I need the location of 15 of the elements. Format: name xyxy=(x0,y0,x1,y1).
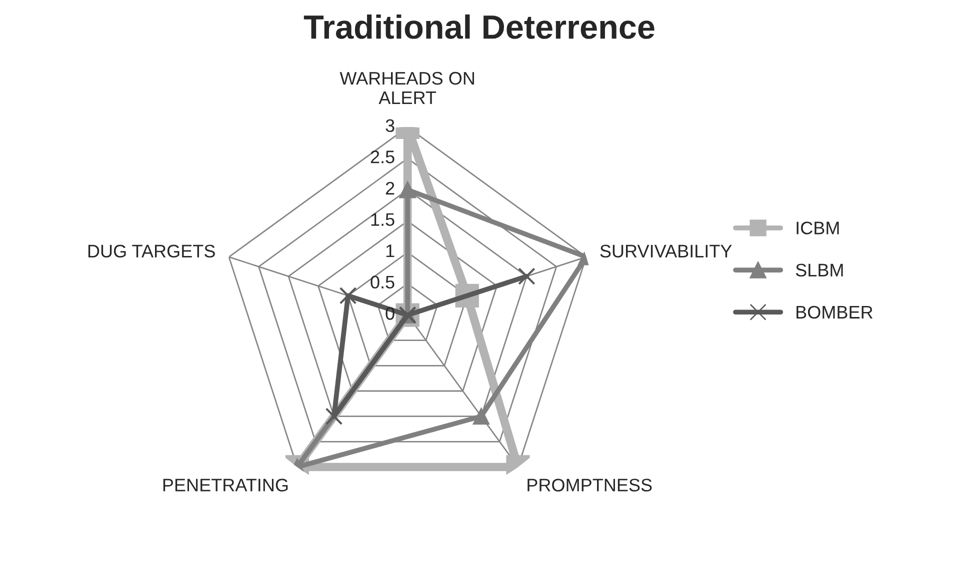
y-tick-label: 2 xyxy=(386,182,394,194)
y-tick-label: 1 xyxy=(386,244,394,258)
spoke-label: SURVIVABILITY xyxy=(600,244,732,258)
spoke-label: WARHEADS ON ALERT xyxy=(340,72,474,104)
y-tick-label: 2.5 xyxy=(370,150,394,164)
spoke-label: PROMPTNESS xyxy=(528,478,652,492)
y-tick-label: 3 xyxy=(386,119,394,132)
y-tick-label: 0.5 xyxy=(370,276,394,289)
spoke-label: DUG TARGETS xyxy=(88,244,215,258)
chart-title: Traditional Deterrence xyxy=(304,14,654,39)
legend-label: BOMBER xyxy=(796,306,872,319)
legend-label: SLBM xyxy=(796,264,843,277)
legend-label: ICBM xyxy=(796,222,839,234)
y-tick-label: 1.5 xyxy=(371,213,394,226)
spoke-label: PENETRATING xyxy=(163,478,288,492)
